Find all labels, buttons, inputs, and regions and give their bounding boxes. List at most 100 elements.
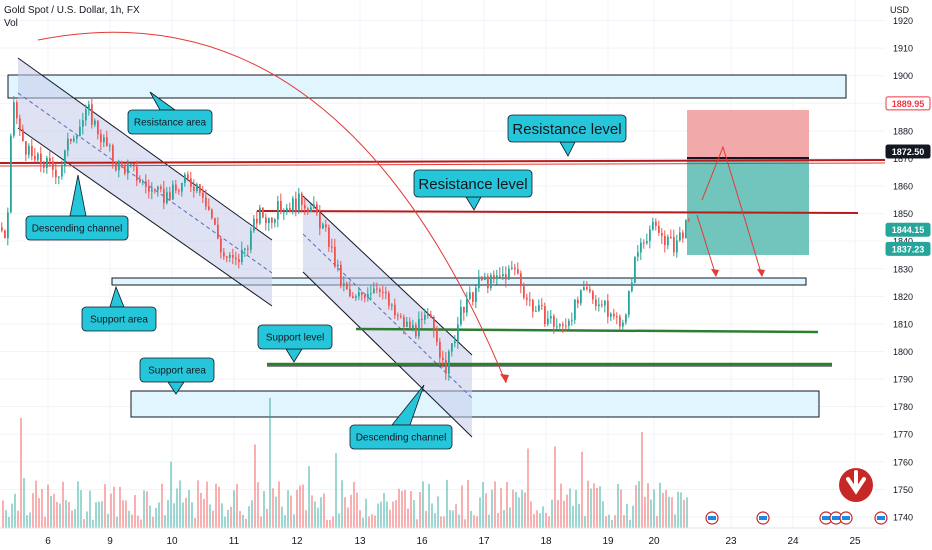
candle-body [619,316,621,327]
candle-body [163,188,165,203]
callout-descending-channel-1[interactable]: Descending channel [32,224,123,235]
candle-body [205,197,207,207]
volume-bar [416,519,418,528]
volume-bar [308,466,310,528]
scenario-path-down[interactable] [696,214,717,277]
price-label[interactable]: 1837.23 [892,244,925,254]
scenario-path-up[interactable] [701,145,763,277]
volume-bar [260,516,262,528]
callout-resistance-level-1[interactable]: Resistance level [512,121,621,138]
volume-bar [257,482,259,528]
volume-bar [404,489,406,528]
volume-bar [197,480,199,528]
candle-body [529,299,531,301]
stop-loss-zone[interactable] [687,110,809,158]
flag-stripe [822,516,830,520]
volume-bar [155,507,157,528]
volume-bar [482,482,484,528]
candle-body [145,181,147,187]
candle-body [406,321,408,327]
price-label-box[interactable] [885,96,931,111]
volume-bar [527,448,529,528]
volume-bar [617,483,619,528]
candle-body [535,310,537,312]
callout-resistance-level-2-box[interactable] [413,169,533,198]
candle-body [292,198,294,212]
resistance-level-line-2[interactable] [256,210,859,214]
candle-body [388,293,390,306]
candle-body [661,232,663,236]
candle-body [250,230,252,250]
callout-descending-channel-2-box[interactable] [349,424,453,450]
price-label[interactable]: 1889.95 [892,99,925,109]
x-tick-label: 23 [725,536,737,547]
price-axis[interactable] [885,0,932,550]
projection-arc[interactable] [37,31,507,384]
candle-body [475,287,477,302]
price-label[interactable]: 1872.50 [892,147,925,157]
volume-bar [443,516,445,528]
callout-resistance-level-2-pointer [465,196,482,211]
volume-bar [221,503,223,528]
volume-bar [341,480,343,528]
volume-bar [488,514,490,528]
price-label-box[interactable] [885,241,931,256]
callout-descending-channel-1-box[interactable] [25,215,129,241]
callout-support-area-2[interactable]: Support area [148,366,206,377]
callout-resistance-area-box[interactable] [127,109,213,135]
candle-body [244,248,246,250]
y-tick-label: 1760 [893,457,913,467]
volume-bar [158,502,160,528]
volume-bar [356,492,358,528]
candle-body [319,213,321,229]
volume-bar [545,512,547,528]
take-profit-zone[interactable] [687,158,809,255]
candle-body [295,198,297,212]
candle-body [238,259,240,263]
candle-body [166,192,168,203]
volume-bar [581,451,583,528]
candle-body [112,145,114,162]
callout-descending-channel-2[interactable]: Descending channel [356,433,447,444]
callout-support-area-1[interactable]: Support area [90,315,148,326]
support-area-box-lower[interactable] [130,390,820,418]
volume-bar [479,497,481,528]
callout-support-area-1-box[interactable] [81,306,157,332]
volume-bar [395,500,397,528]
candle-body [196,184,198,191]
volume-bar [152,516,154,528]
volume-bar [317,507,319,528]
callout-resistance-area[interactable]: Resistance area [134,118,207,129]
resistance-area-box[interactable] [7,74,847,99]
volume-bar [338,513,340,528]
volume-legend[interactable]: Vol [4,18,18,29]
volume-bar [335,453,337,528]
candle-body [136,166,138,181]
candle-body [478,276,480,288]
callout-resistance-level-1-box[interactable] [507,114,627,143]
support-line-1[interactable] [355,327,819,334]
resistance-level-line-1[interactable] [0,159,886,164]
price-label[interactable]: 1844.15 [892,225,925,235]
y-tick-label: 1820 [893,292,913,302]
callout-support-area-2-box[interactable] [139,357,215,383]
symbol-title[interactable]: Gold Spot / U.S. Dollar, 1h, FX [4,5,140,16]
price-label-box[interactable] [885,222,931,237]
volume-bar [368,516,370,528]
candle-body [517,269,519,274]
price-label-box[interactable] [885,144,931,159]
candle-body [103,137,105,143]
volume-bar [140,519,142,528]
support-area-box-upper[interactable] [111,277,807,286]
candle-body [523,286,525,298]
volume-bar [350,494,352,528]
callout-support-level[interactable]: Support level [266,333,324,344]
volume-bar [332,516,334,528]
candle-body [622,322,624,327]
callout-support-level-box[interactable] [257,324,333,350]
descending-channel-2[interactable] [303,196,472,437]
candle-body [445,359,447,374]
volume-bar [500,488,502,528]
callout-resistance-level-2[interactable]: Resistance level [418,176,527,193]
